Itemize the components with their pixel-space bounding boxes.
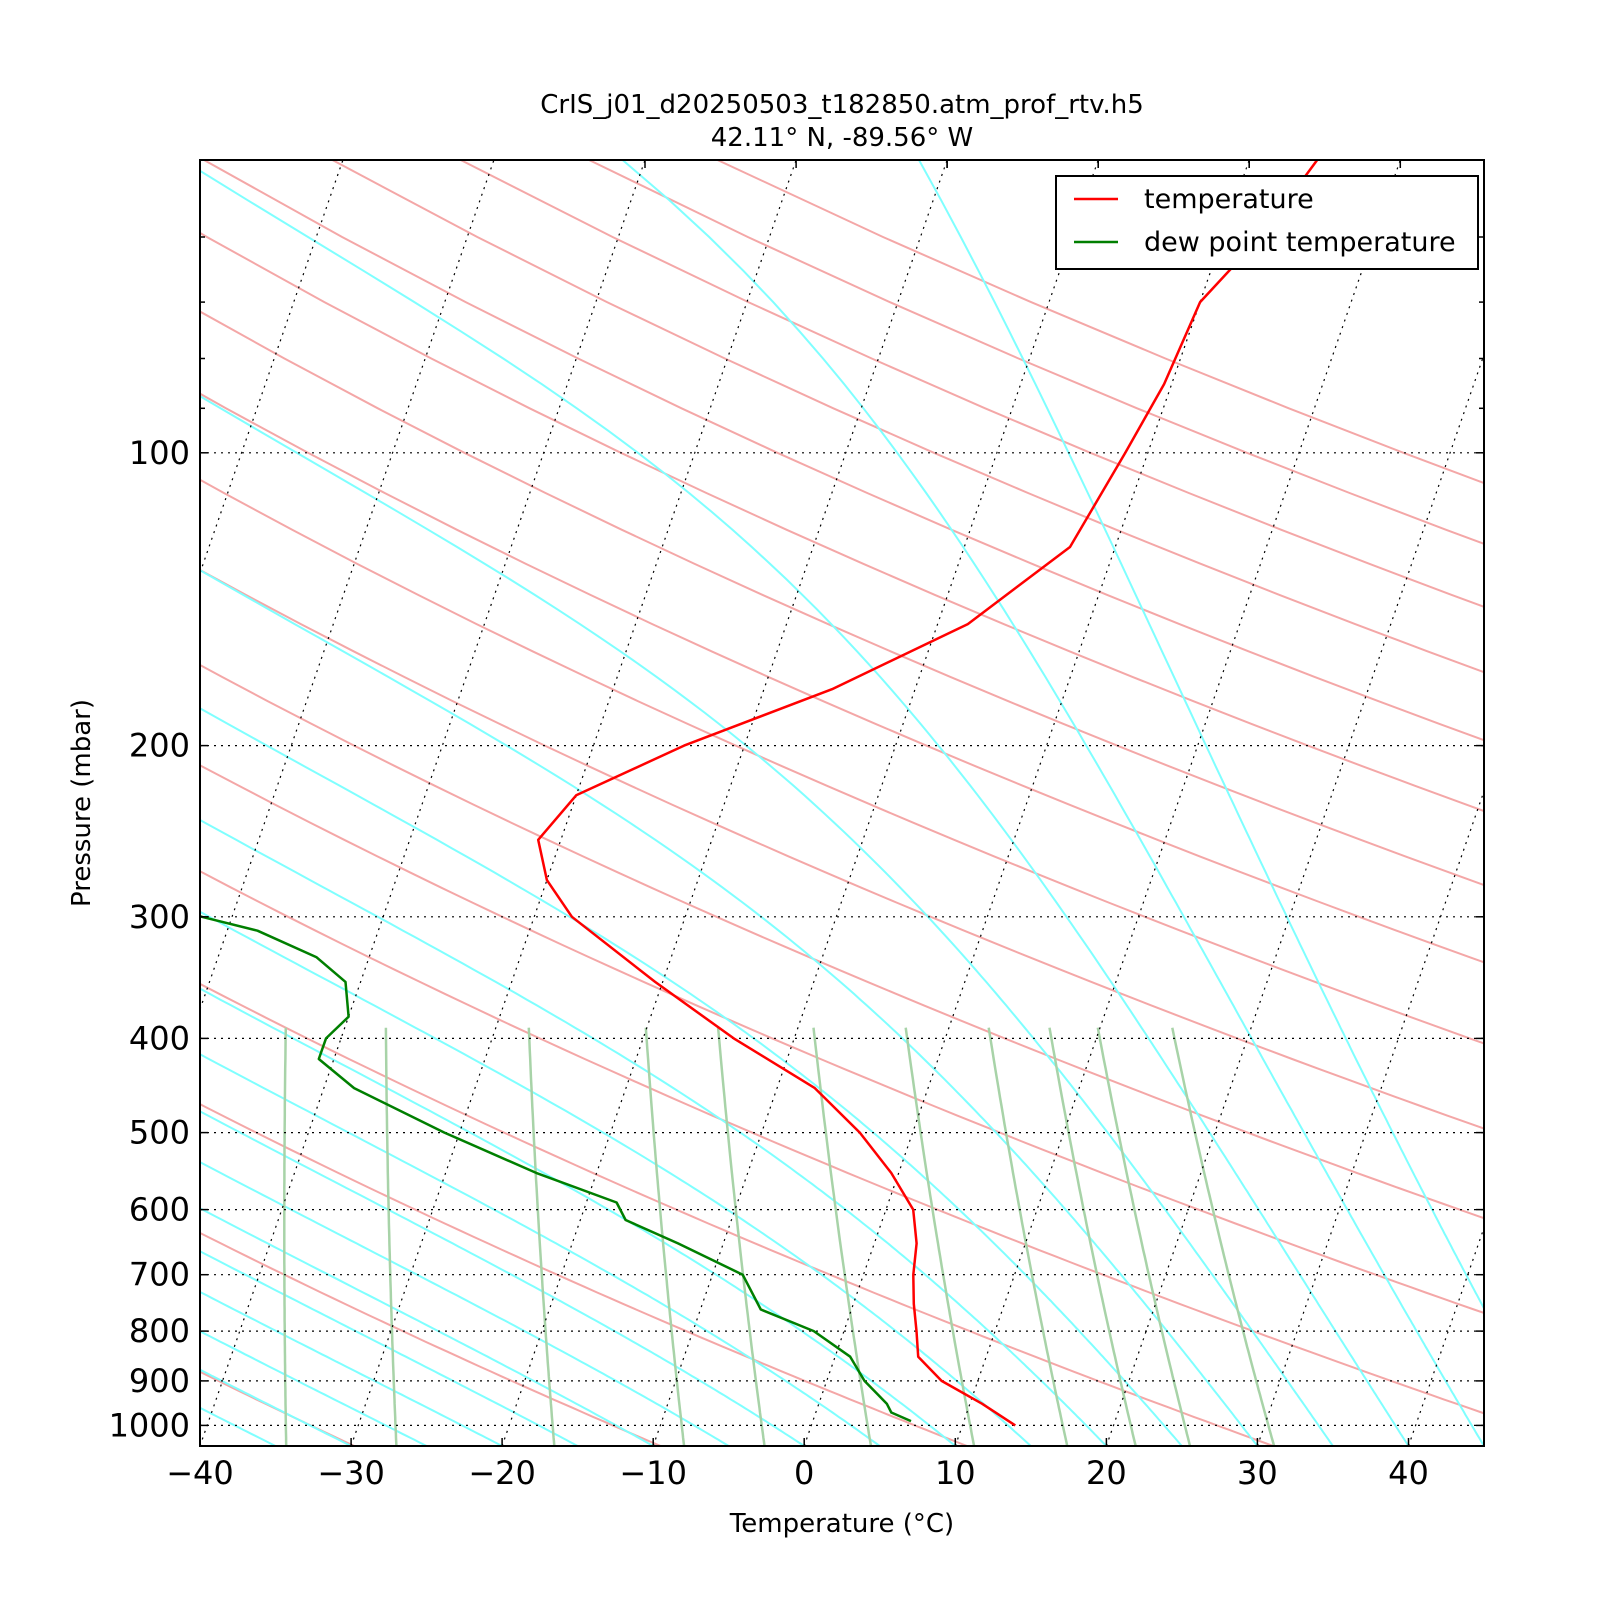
- pressure-tick-label: 1000: [109, 1406, 190, 1444]
- moist-adiabat-line: [200, 1406, 276, 1446]
- moist-adiabat-line: [200, 1250, 579, 1446]
- isotherm-line: [0, 160, 41, 1446]
- chart-title: CrIS_j01_d20250503_t182850.atm_prof_rtv.…: [540, 90, 1144, 120]
- isotherm-line: [1256, 789, 1484, 1446]
- dry-adiabats: [0, 160, 1484, 1446]
- moist-adiabat-line: [621, 160, 1484, 1446]
- dry-adiabat-line: [200, 1231, 662, 1446]
- dry-adiabat-line: [203, 160, 1484, 742]
- isotherm-line: [652, 160, 1099, 1446]
- dry-adiabat-line: [200, 1370, 355, 1446]
- temperature-tick-label: −30: [317, 1454, 385, 1492]
- dry-adiabat-line: [0, 160, 48, 1446]
- isotherm-line: [954, 160, 1401, 1446]
- chart-subtitle: 42.11° N, -89.56° W: [711, 123, 973, 153]
- pressure-tick-label: 600: [129, 1191, 190, 1229]
- mixing-ratio-line: [283, 1027, 288, 1446]
- isotherm-line: [350, 160, 797, 1446]
- dewpoint-line: [200, 914, 912, 1423]
- mixing-ratio-line: [1171, 1027, 1276, 1446]
- dry-adiabat-line: [200, 478, 1484, 1045]
- moist-adiabat-line: [0, 160, 49, 1446]
- mixing-ratio-line: [1048, 1027, 1137, 1446]
- isotherm-grid: [0, 160, 1600, 1446]
- temperature-tick-label: 30: [1237, 1454, 1278, 1492]
- moist-adiabat-line: [0, 160, 125, 1446]
- plot-frame: [199, 159, 1485, 1447]
- dry-adiabat-line: [200, 568, 1484, 1130]
- dry-adiabat-line: [460, 160, 1484, 608]
- isotherm-line: [200, 160, 344, 575]
- isotherm-line: [200, 160, 646, 1446]
- pressure-ticks: 100 200 300 400 500 600 700 800 900 1000: [109, 159, 1484, 1444]
- moist-adiabat-line: [200, 169, 1410, 1446]
- mixing-ratio-lines: [283, 1027, 1276, 1446]
- mixing-ratio-line: [987, 1027, 1069, 1446]
- dry-adiabat-line: [200, 1103, 968, 1446]
- pressure-tick-label: 300: [129, 898, 190, 936]
- moist-adiabat-line: [200, 569, 1259, 1446]
- dry-adiabat-line: [717, 160, 1484, 485]
- moist-adiabat-line: [200, 1290, 503, 1446]
- moist-adiabat-line: [200, 818, 1108, 1446]
- x-axis-label: Temperature (°C): [729, 1509, 954, 1539]
- pressure-tick-label: 700: [129, 1256, 190, 1294]
- moist-adiabat-line: [200, 1053, 881, 1446]
- mixing-ratio-line: [527, 1027, 556, 1446]
- plot-area: [0, 160, 1600, 1446]
- moist-adiabat-line: [200, 1110, 805, 1446]
- mixing-ratio-line: [716, 1027, 766, 1446]
- temperature-tick-label: −40: [166, 1454, 234, 1492]
- moist-adiabat-line: [200, 1330, 428, 1446]
- moist-adiabat-line: [200, 395, 1334, 1446]
- dry-adiabat-line: [200, 764, 1484, 1315]
- temperature-ticks: −40 −30 −20 −10 0 10 20 30 40: [166, 160, 1429, 1492]
- temperature-tick-label: −20: [468, 1454, 536, 1492]
- mixing-ratio-line: [384, 1027, 398, 1446]
- pressure-tick-label: 800: [129, 1312, 190, 1350]
- legend-label-dewpoint: dew point temperature: [1144, 227, 1456, 258]
- legend: temperature dew point temperature: [1055, 175, 1479, 270]
- dry-adiabat-line: [200, 231, 1484, 813]
- dry-adiabat-line: [200, 310, 1484, 887]
- temperature-tick-label: 40: [1388, 1454, 1429, 1492]
- legend-label-temperature: temperature: [1144, 184, 1314, 215]
- mixing-ratio-line: [812, 1027, 873, 1446]
- pressure-tick-label: 400: [129, 1019, 190, 1057]
- pressure-tick-label: 100: [129, 434, 190, 472]
- profile-series: [200, 160, 1319, 1427]
- dry-adiabat-line: [200, 982, 1274, 1446]
- isotherm-line: [803, 160, 1250, 1446]
- moist-adiabat-line: [200, 1444, 201, 1446]
- temperature-line: [536, 160, 1319, 1427]
- moist-adiabat-line: [918, 160, 1484, 1311]
- moist-adiabat-line: [200, 1368, 352, 1446]
- mixing-ratio-line: [644, 1027, 686, 1446]
- moist-adiabat-line: [200, 1161, 730, 1446]
- moist-adiabat-line: [200, 910, 1032, 1446]
- temperature-tick-label: −10: [619, 1454, 687, 1492]
- isotherm-line: [1560, 160, 1600, 1446]
- y-axis-label: Pressure (mbar): [67, 699, 97, 907]
- pressure-tick-label: 900: [129, 1362, 190, 1400]
- isotherm-line: [1407, 1225, 1484, 1446]
- legend-box: [1055, 175, 1479, 270]
- isotherm-line: [200, 160, 495, 1012]
- dry-adiabat-line: [200, 663, 1484, 1220]
- temperature-tick-label: 20: [1086, 1454, 1127, 1492]
- mixing-ratio-line: [904, 1027, 976, 1446]
- moist-adiabats: [0, 160, 1484, 1446]
- pressure-tick-label: 500: [129, 1114, 190, 1152]
- dry-adiabat-line: [200, 870, 1484, 1415]
- temperature-tick-label: 0: [794, 1454, 814, 1492]
- isotherm-line: [1105, 352, 1484, 1446]
- mixing-ratio-line: [1096, 1027, 1192, 1446]
- temperature-tick-label: 10: [935, 1454, 976, 1492]
- pressure-tick-label: 200: [129, 727, 190, 765]
- dry-adiabat-line: [200, 392, 1484, 964]
- dry-adiabat-line: [331, 160, 1484, 674]
- moist-adiabat-line: [200, 1207, 654, 1446]
- isotherm-line: [501, 160, 948, 1446]
